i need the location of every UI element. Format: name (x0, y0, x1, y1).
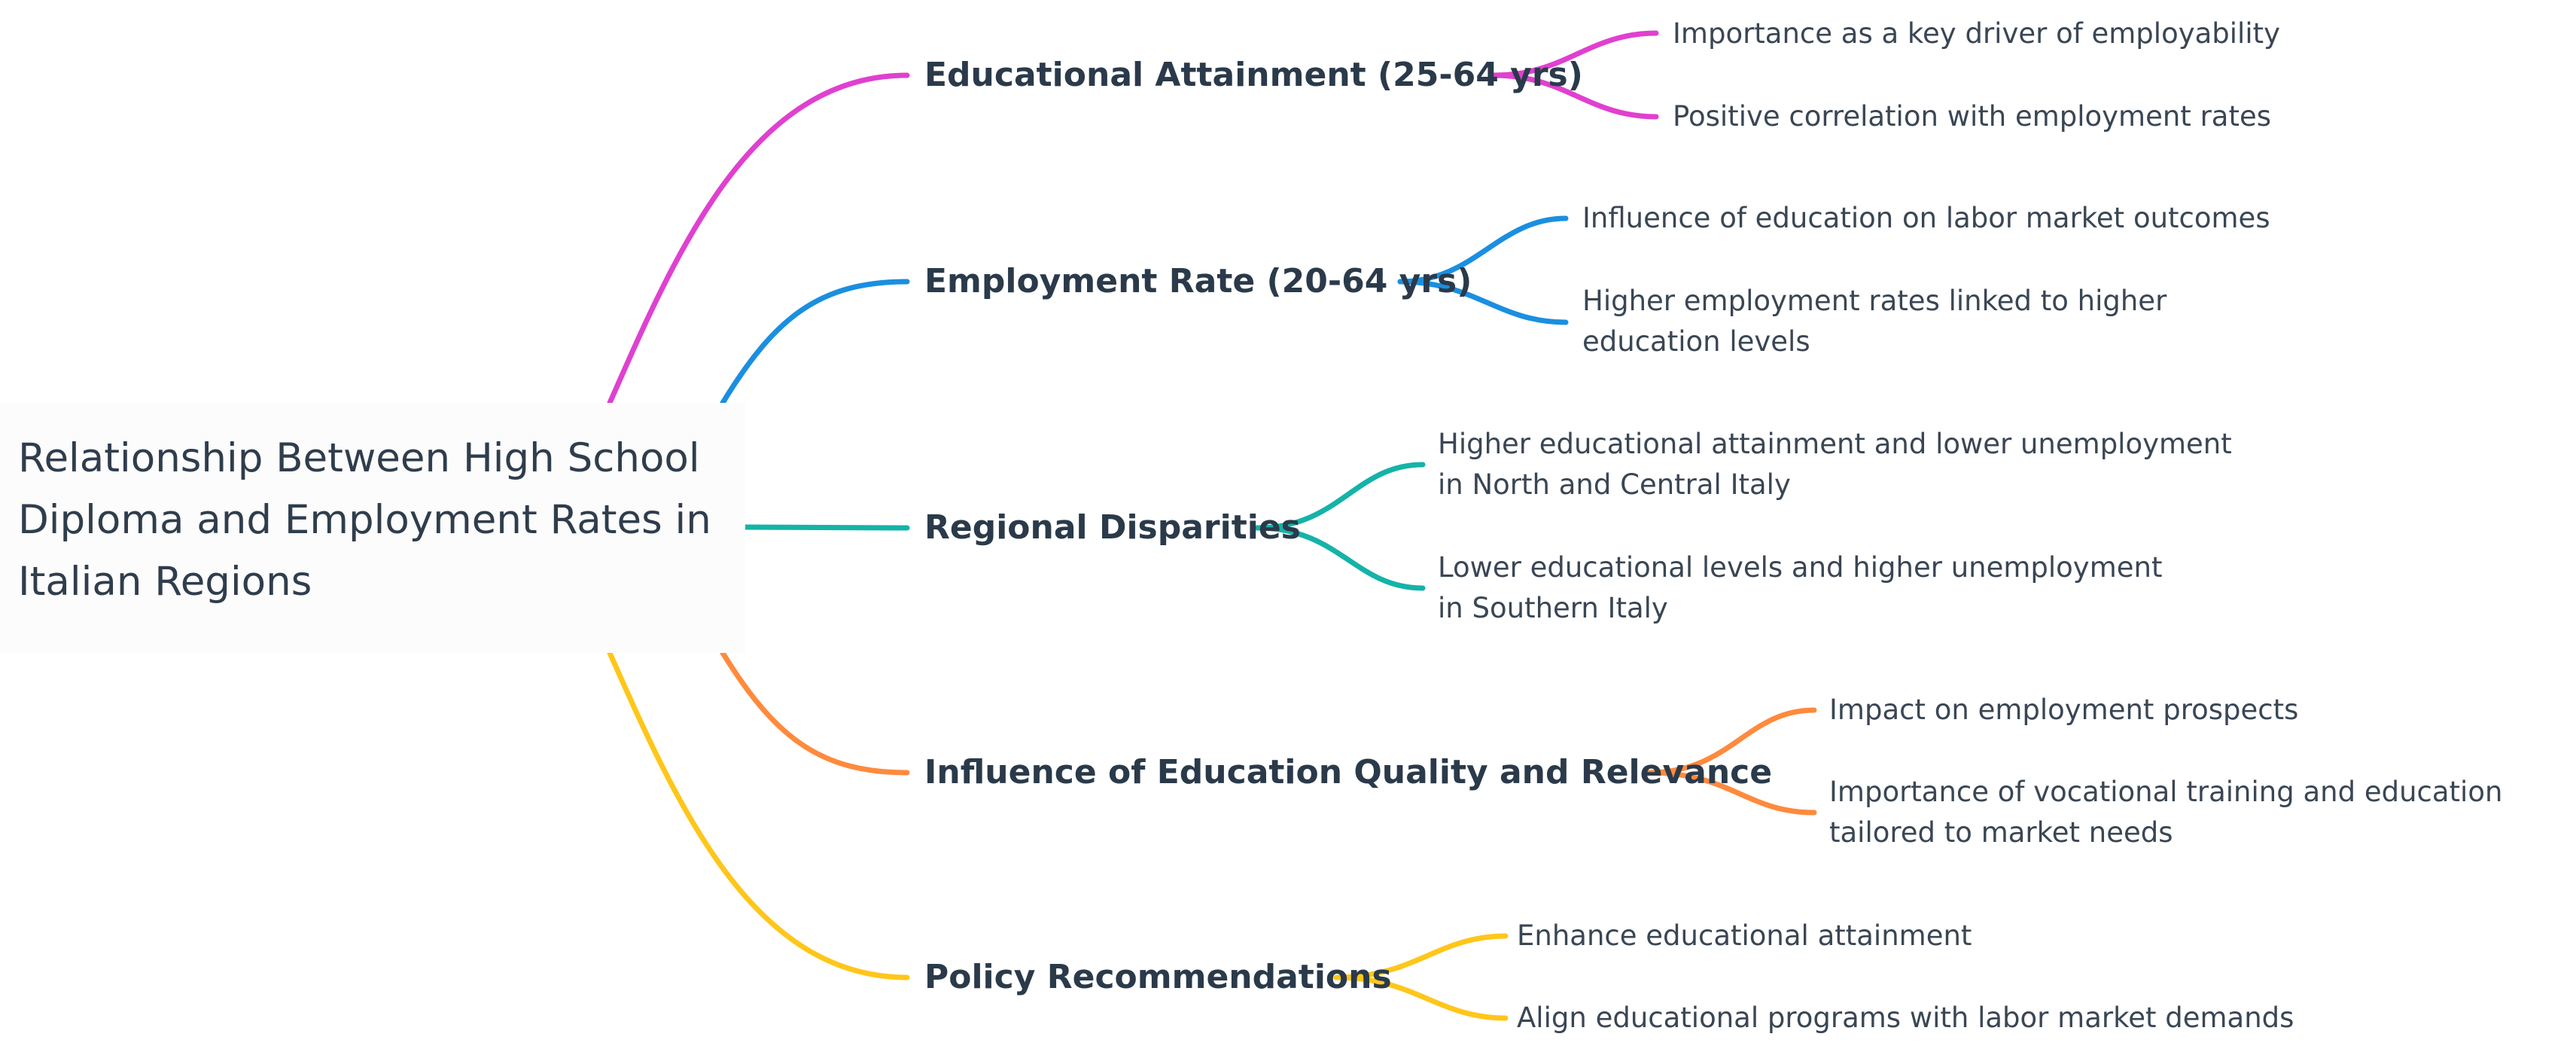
edge-regional-disparities-child-2 (1254, 525, 1426, 591)
leaf-enhance-attainment: Enhance educational attainment (1517, 919, 1972, 952)
branch-policy-recommendations: Policy Recommendations (924, 958, 1392, 996)
branch-employment-rate: Employment Rate (20-64 yrs) (924, 262, 1472, 300)
branch-education-quality-relevance: Influence of Education Quality and Relev… (924, 753, 1773, 791)
leaf-align-programs: Align educational programs with labor ma… (1517, 1002, 2294, 1034)
edge-educational-attainment-child-2 (1491, 72, 1659, 120)
edge-educational-attainment-child-1 (1491, 30, 1659, 78)
branch-regional-disparities: Regional Disparities (924, 508, 1301, 547)
edge-education-quality-child-2 (1646, 770, 1817, 816)
leaf-positive-correlation: Positive correlation with employment rat… (1673, 100, 2272, 133)
leaf-employment-prospects: Impact on employment prospects (1829, 694, 2299, 726)
root-title: Relationship Between High School Diploma… (18, 428, 733, 613)
root-title-line-3: Italian Regions (18, 559, 312, 605)
root-title-line-1: Relationship Between High School (18, 435, 700, 481)
leaf-north-central-italy: Higher educational attainment and lower … (1438, 428, 2232, 501)
leaf-influence-labor-market: Influence of education on labor market o… (1582, 202, 2270, 234)
root-title-line-2: Diploma and Employment Rates in (18, 497, 711, 543)
leaf-key-driver-employability: Importance as a key driver of employabil… (1673, 17, 2281, 50)
branch-educational-attainment: Educational Attainment (25-64 yrs) (924, 56, 1583, 94)
edge-employment-rate-child-2 (1397, 279, 1569, 325)
edge-root-regional-disparities (742, 524, 910, 531)
leaf-higher-employment-rates: Higher employment rates linked to higher… (1582, 285, 2167, 358)
edge-employment-rate-child-1 (1397, 215, 1569, 285)
edge-root-employment-rate (720, 279, 910, 406)
edge-root-educational-attainment (607, 72, 910, 406)
edge-root-policy-recommendations (607, 650, 910, 980)
edge-policy-recommendations-child-2 (1333, 974, 1509, 1021)
root-node (0, 403, 745, 653)
edge-root-education-quality (720, 650, 910, 776)
edge-policy-recommendations-child-1 (1333, 933, 1509, 980)
leaf-vocational-training: Importance of vocational training and ed… (1829, 776, 2503, 849)
edge-regional-disparities-child-1 (1254, 462, 1426, 531)
leaf-southern-italy: Lower educational levels and higher unem… (1438, 551, 2163, 624)
edge-education-quality-child-1 (1646, 707, 1817, 776)
